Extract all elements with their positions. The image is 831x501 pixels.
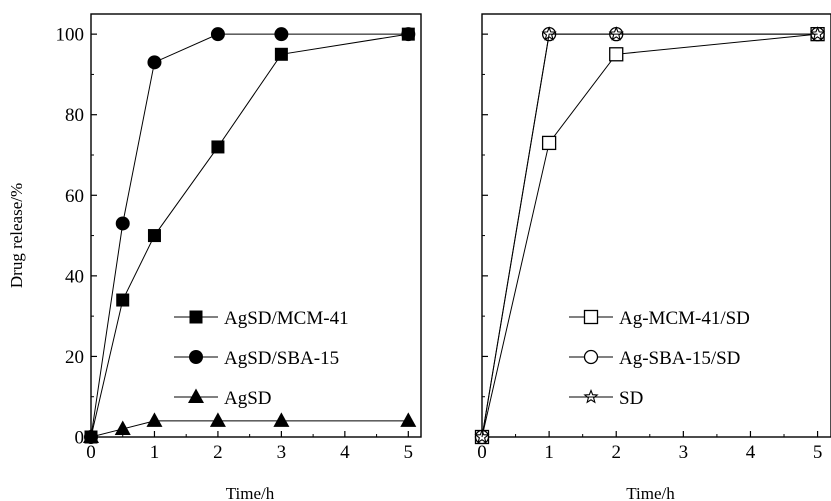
y-tick-label: 100 <box>56 25 85 46</box>
legend-marker <box>583 309 599 325</box>
data-point <box>274 47 288 61</box>
series-AgSD/SBA-15 <box>84 27 416 444</box>
data-point <box>210 27 225 42</box>
data-point <box>400 412 417 427</box>
y-tick-label: 0 <box>75 428 85 449</box>
plot-frame <box>481 13 831 438</box>
legend-marker <box>189 310 203 324</box>
legend-label: AgSD/SBA-15 <box>224 348 339 369</box>
data-point <box>401 27 416 42</box>
x-tick-label: 5 <box>404 442 414 463</box>
legend-label: SD <box>619 388 643 409</box>
y-tick-label: 40 <box>65 266 84 287</box>
chart-panel-2: 0 1 2 3 4 5 Time/h Ag-MCM-41/SD Ag-SBA-15/SD SD <box>474 13 831 501</box>
y-axis-title: Drug release/% <box>7 183 26 288</box>
data-point <box>115 216 130 231</box>
series-SD <box>474 26 826 444</box>
y-tick-label: 60 <box>65 186 84 207</box>
data-point <box>609 47 624 62</box>
data-point <box>211 140 225 154</box>
legend: Ag-MCM-41/SD Ag-SBA-15/SD SD <box>569 308 750 409</box>
series-AgSD <box>83 412 417 443</box>
series-line <box>481 33 818 438</box>
x-tick-label: 2 <box>213 442 223 463</box>
x-axis-title: Time/h <box>626 484 675 501</box>
data-point <box>147 229 161 243</box>
data-point <box>116 293 130 307</box>
legend-label: Ag-MCM-41/SD <box>619 308 750 329</box>
series-AgSD/MCM-41 <box>84 27 415 444</box>
data-point <box>541 26 557 41</box>
legend-label: Ag-SBA-15/SD <box>619 348 740 369</box>
legend-marker <box>583 388 599 404</box>
data-point <box>83 428 99 443</box>
x-tick-label: 1 <box>544 442 554 463</box>
data-point <box>273 412 290 427</box>
series-Ag-MCM-41/SD <box>474 26 825 445</box>
x-tick-label: 3 <box>277 442 287 463</box>
y-tick-label: 80 <box>65 105 84 126</box>
data-point <box>146 412 163 427</box>
data-point <box>209 412 226 427</box>
data-point <box>809 26 826 41</box>
series-line <box>481 33 818 438</box>
x-axis-title: Time/h <box>226 484 275 501</box>
legend-marker <box>583 349 599 365</box>
legend-marker <box>188 388 204 403</box>
x-tick-label: 4 <box>340 442 350 463</box>
legend-label: AgSD <box>224 388 272 409</box>
y-tick-label: 20 <box>65 347 84 368</box>
data-point <box>474 428 490 444</box>
x-tick-label: 1 <box>150 442 160 463</box>
plot-frame <box>90 13 422 438</box>
data-point <box>147 55 162 70</box>
data-point <box>274 27 289 42</box>
series-line <box>90 33 409 438</box>
x-tick-label: 5 <box>813 442 823 463</box>
data-point <box>541 135 557 151</box>
chart-panel-1: 0 1 2 3 4 5 0 20 40 60 80 100 Time/h Drug release/% Ag… <box>7 13 422 501</box>
x-tick-label: 4 <box>746 442 756 463</box>
x-tick-label: 3 <box>679 442 689 463</box>
x-tick-label: 0 <box>477 442 487 463</box>
legend: AgSD/MCM-41 AgSD/SBA-15 AgSD <box>174 308 349 409</box>
x-tick-label: 0 <box>86 442 96 463</box>
series-line <box>481 33 818 438</box>
series-line <box>90 33 409 438</box>
data-point <box>608 26 624 41</box>
legend-marker <box>189 350 203 364</box>
x-tick-label: 2 <box>611 442 621 463</box>
legend-label: AgSD/MCM-41 <box>224 308 349 329</box>
data-point <box>114 420 131 435</box>
